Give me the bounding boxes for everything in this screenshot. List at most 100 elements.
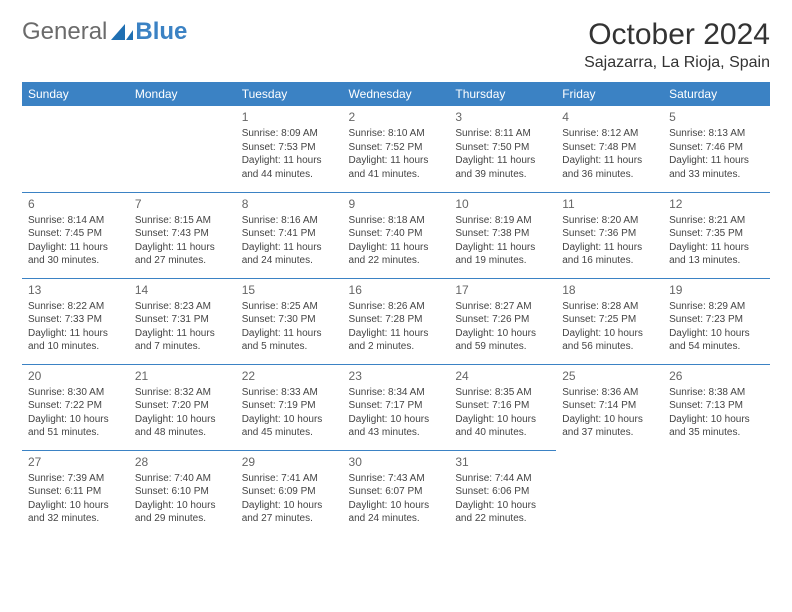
- calendar-cell: [663, 450, 770, 536]
- sunset-text: Sunset: 7:48 PM: [562, 141, 657, 155]
- sunrise-text: Sunrise: 8:28 AM: [562, 300, 657, 314]
- daylight-text: Daylight: 11 hours: [349, 327, 444, 341]
- calendar-row: 20Sunrise: 8:30 AMSunset: 7:22 PMDayligh…: [22, 364, 770, 450]
- daylight-text: Daylight: 10 hours: [349, 499, 444, 513]
- daylight-text: and 48 minutes.: [135, 426, 230, 440]
- month-title: October 2024: [584, 18, 770, 52]
- sunset-text: Sunset: 6:09 PM: [242, 485, 337, 499]
- sunset-text: Sunset: 7:17 PM: [349, 399, 444, 413]
- sunrise-text: Sunrise: 7:39 AM: [28, 472, 123, 486]
- daylight-text: Daylight: 10 hours: [562, 327, 657, 341]
- sunset-text: Sunset: 7:52 PM: [349, 141, 444, 155]
- sunset-text: Sunset: 6:07 PM: [349, 485, 444, 499]
- day-number: 9: [349, 196, 444, 212]
- day-number: 5: [669, 109, 764, 125]
- calendar-cell: 9 Sunrise: 8:18 AMSunset: 7:40 PMDaylight…: [343, 192, 450, 278]
- sunset-text: Sunset: 7:50 PM: [455, 141, 550, 155]
- sunset-text: Sunset: 7:26 PM: [455, 313, 550, 327]
- sunset-text: Sunset: 7:40 PM: [349, 227, 444, 241]
- day-number: 1: [242, 109, 337, 125]
- day-header: Tuesday: [236, 82, 343, 106]
- calendar-cell: 31Sunrise: 7:44 AMSunset: 6:06 PMDayligh…: [449, 450, 556, 536]
- sunrise-text: Sunrise: 8:11 AM: [455, 127, 550, 141]
- daylight-text: and 5 minutes.: [242, 340, 337, 354]
- day-number: 24: [455, 368, 550, 384]
- sunset-text: Sunset: 7:43 PM: [135, 227, 230, 241]
- day-number: 11: [562, 196, 657, 212]
- sunrise-text: Sunrise: 8:29 AM: [669, 300, 764, 314]
- daylight-text: Daylight: 11 hours: [349, 241, 444, 255]
- daylight-text: Daylight: 10 hours: [455, 499, 550, 513]
- calendar-cell: 3Sunrise: 8:11 AMSunset: 7:50 PMDaylight…: [449, 106, 556, 192]
- daylight-text: Daylight: 11 hours: [242, 327, 337, 341]
- sunset-text: Sunset: 7:45 PM: [28, 227, 123, 241]
- daylight-text: and 24 minutes.: [242, 254, 337, 268]
- day-number: 30: [349, 454, 444, 470]
- day-number: 13: [28, 282, 123, 298]
- sunrise-text: Sunrise: 8:33 AM: [242, 386, 337, 400]
- day-number: 17: [455, 282, 550, 298]
- sunrise-text: Sunrise: 8:30 AM: [28, 386, 123, 400]
- daylight-text: and 35 minutes.: [669, 426, 764, 440]
- logo-text-2: Blue: [135, 18, 187, 46]
- daylight-text: Daylight: 10 hours: [669, 413, 764, 427]
- daylight-text: Daylight: 11 hours: [28, 241, 123, 255]
- daylight-text: Daylight: 11 hours: [135, 241, 230, 255]
- sunset-text: Sunset: 6:11 PM: [28, 485, 123, 499]
- daylight-text: and 33 minutes.: [669, 168, 764, 182]
- sunset-text: Sunset: 6:10 PM: [135, 485, 230, 499]
- day-header: Thursday: [449, 82, 556, 106]
- day-number: 4: [562, 109, 657, 125]
- calendar-cell: 10Sunrise: 8:19 AMSunset: 7:38 PMDayligh…: [449, 192, 556, 278]
- day-number: 8: [242, 196, 337, 212]
- daylight-text: and 24 minutes.: [349, 512, 444, 526]
- sunset-text: Sunset: 7:16 PM: [455, 399, 550, 413]
- daylight-text: Daylight: 11 hours: [455, 241, 550, 255]
- sunrise-text: Sunrise: 8:34 AM: [349, 386, 444, 400]
- calendar-cell: 4Sunrise: 8:12 AMSunset: 7:48 PMDaylight…: [556, 106, 663, 192]
- daylight-text: and 10 minutes.: [28, 340, 123, 354]
- calendar-cell: 12Sunrise: 8:21 AMSunset: 7:35 PMDayligh…: [663, 192, 770, 278]
- daylight-text: Daylight: 10 hours: [562, 413, 657, 427]
- daylight-text: and 39 minutes.: [455, 168, 550, 182]
- sunrise-text: Sunrise: 8:18 AM: [349, 214, 444, 228]
- location: Sajazarra, La Rioja, Spain: [584, 54, 770, 72]
- sunset-text: Sunset: 6:06 PM: [455, 485, 550, 499]
- sunrise-text: Sunrise: 8:10 AM: [349, 127, 444, 141]
- calendar-cell: 2Sunrise: 8:10 AMSunset: 7:52 PMDaylight…: [343, 106, 450, 192]
- sunset-text: Sunset: 7:31 PM: [135, 313, 230, 327]
- sunset-text: Sunset: 7:22 PM: [28, 399, 123, 413]
- sunset-text: Sunset: 7:25 PM: [562, 313, 657, 327]
- daylight-text: and 36 minutes.: [562, 168, 657, 182]
- day-number: 21: [135, 368, 230, 384]
- sunrise-text: Sunrise: 8:09 AM: [242, 127, 337, 141]
- daylight-text: and 22 minutes.: [349, 254, 444, 268]
- sunrise-text: Sunrise: 8:14 AM: [28, 214, 123, 228]
- daylight-text: Daylight: 10 hours: [28, 499, 123, 513]
- day-number: 15: [242, 282, 337, 298]
- daylight-text: Daylight: 10 hours: [135, 413, 230, 427]
- calendar-cell: 24Sunrise: 8:35 AMSunset: 7:16 PMDayligh…: [449, 364, 556, 450]
- daylight-text: and 59 minutes.: [455, 340, 550, 354]
- calendar-cell: 6Sunrise: 8:14 AMSunset: 7:45 PMDaylight…: [22, 192, 129, 278]
- day-header: Friday: [556, 82, 663, 106]
- daylight-text: Daylight: 11 hours: [28, 327, 123, 341]
- daylight-text: Daylight: 11 hours: [562, 154, 657, 168]
- daylight-text: Daylight: 10 hours: [455, 413, 550, 427]
- calendar-cell: 30 Sunrise: 7:43 AMSunset: 6:07 PMDayligh…: [343, 450, 450, 536]
- sunrise-text: Sunrise: 7:43 AM: [349, 472, 444, 486]
- day-header: Wednesday: [343, 82, 450, 106]
- day-header: Saturday: [663, 82, 770, 106]
- sunrise-text: Sunrise: 8:20 AM: [562, 214, 657, 228]
- daylight-text: Daylight: 10 hours: [349, 413, 444, 427]
- calendar-cell: 23Sunrise: 8:34 AMSunset: 7:17 PMDayligh…: [343, 364, 450, 450]
- daylight-text: and 30 minutes.: [28, 254, 123, 268]
- daylight-text: and 29 minutes.: [135, 512, 230, 526]
- daylight-text: and 27 minutes.: [242, 512, 337, 526]
- day-number: 27: [28, 454, 123, 470]
- day-number: 28: [135, 454, 230, 470]
- calendar-cell: 11Sunrise: 8:20 AMSunset: 7:36 PMDayligh…: [556, 192, 663, 278]
- sunset-text: Sunset: 7:20 PM: [135, 399, 230, 413]
- daylight-text: and 13 minutes.: [669, 254, 764, 268]
- sunset-text: Sunset: 7:19 PM: [242, 399, 337, 413]
